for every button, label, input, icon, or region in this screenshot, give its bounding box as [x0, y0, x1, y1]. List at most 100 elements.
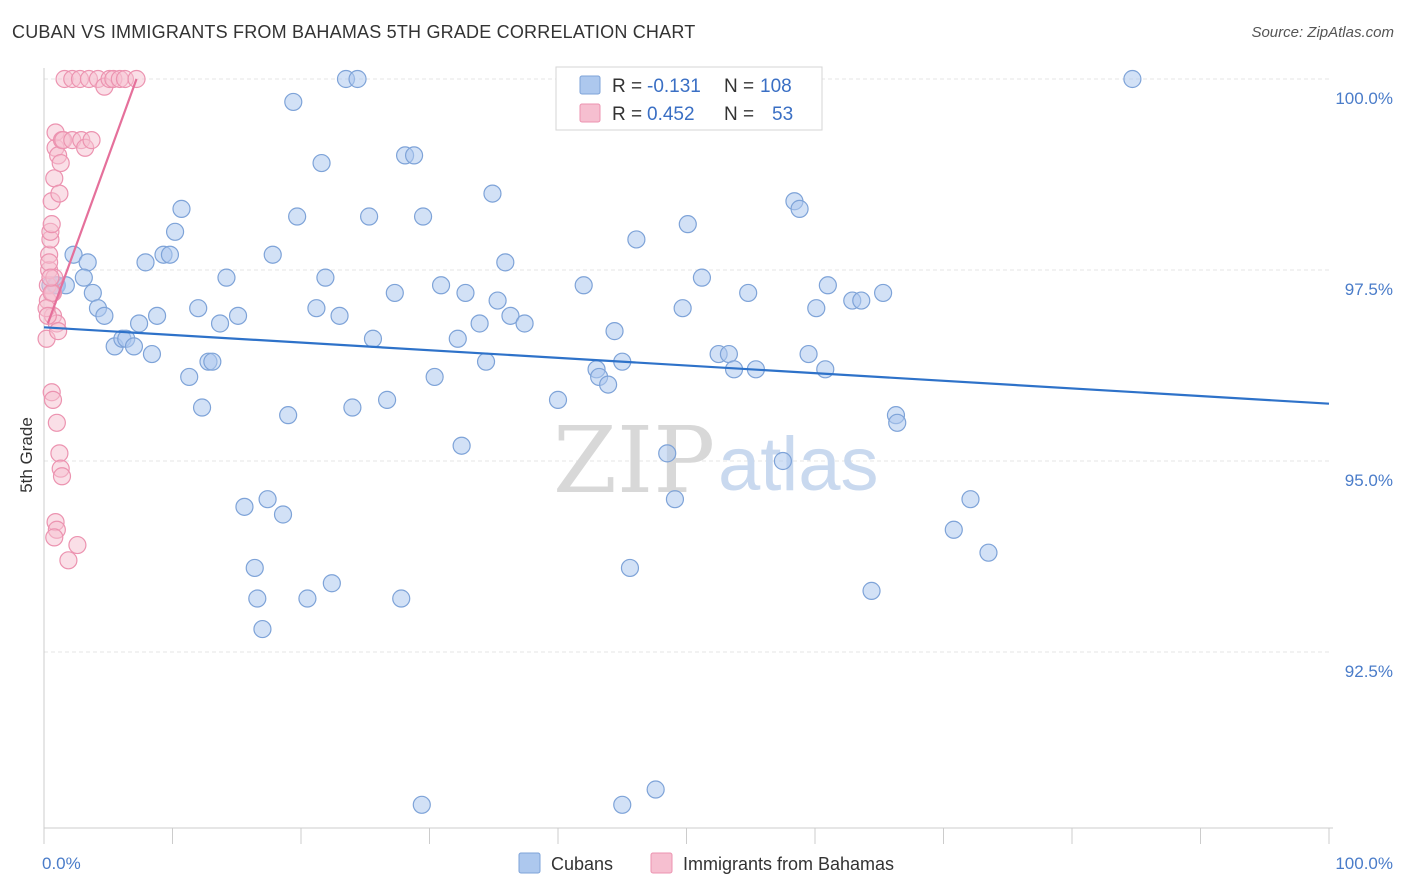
cuban-point [425, 367, 444, 387]
cuban-point [360, 207, 379, 226]
cuban-point [605, 322, 624, 341]
cuban-point [888, 413, 907, 432]
cuban-point [377, 390, 397, 409]
cuban-point [330, 306, 349, 325]
legend-swatch-bahamas [579, 103, 601, 123]
trend-lines [43, 78, 1330, 405]
legend: R = -0.131 N = 108 R = 0.452 N = 53 [555, 66, 823, 131]
cuban-point [192, 398, 212, 417]
cuban-point [790, 199, 809, 218]
y-tick-label-2: 97.5% [1345, 280, 1393, 299]
cuban-point [258, 490, 277, 509]
cuban-point [448, 329, 467, 348]
cuban-point [136, 253, 155, 272]
legend-n-label-2: N = [724, 104, 754, 125]
cuban-point [646, 780, 665, 799]
cuban-point [263, 245, 282, 264]
cuban-point [228, 306, 248, 325]
cuban-point [1123, 69, 1142, 89]
cuban-point [95, 306, 114, 325]
bottom-legend-swatch-bahamas [650, 852, 673, 874]
tick-labels: 92.5% 95.0% 97.5% 100.0% 0.0% 100.0% [42, 89, 1393, 873]
cuban-point [210, 314, 230, 333]
legend-r-label-1: R = [612, 76, 642, 97]
bahamas-point [52, 467, 72, 486]
bahamas-point [42, 215, 61, 234]
cubans-trend-line [43, 326, 1330, 405]
cuban-point [692, 268, 712, 287]
axes [43, 68, 1333, 844]
cuban-point [284, 92, 303, 112]
bahamas-point [45, 528, 64, 547]
cuban-point [620, 558, 640, 578]
cuban-point [129, 314, 149, 333]
cuban-point [452, 436, 471, 455]
bahamas-point [82, 131, 101, 150]
bahamas-point [49, 322, 68, 341]
cuban-point [298, 589, 317, 608]
cuban-point [124, 337, 144, 356]
bahamas-point [50, 184, 69, 203]
cuban-point [673, 299, 692, 318]
bahamas-point [41, 268, 60, 287]
cuban-point [961, 490, 980, 509]
cuban-point [235, 497, 254, 516]
watermark: ZIP atlas [553, 407, 879, 514]
watermark-zip: ZIP [553, 407, 715, 514]
cuban-point [142, 344, 162, 364]
cuban-point [852, 291, 871, 310]
cuban-point [316, 268, 335, 287]
cuban-point [279, 406, 298, 425]
cuban-point [979, 543, 998, 562]
cuban-point [392, 589, 411, 608]
y-tick-label-1: 95.0% [1345, 471, 1393, 490]
cuban-point [470, 314, 489, 333]
bahamas-point [40, 253, 59, 272]
cuban-point [385, 283, 404, 303]
bottom-legend-swatch-cubans [518, 852, 541, 874]
legend-n-value-2: 53 [772, 104, 793, 125]
cuban-point [678, 215, 697, 234]
cuban-point [348, 69, 367, 89]
watermark-atlas: atlas [718, 422, 879, 507]
cuban-point [165, 222, 185, 241]
y-tick-label-3: 100.0% [1335, 89, 1393, 108]
bahamas-point [51, 153, 70, 173]
cuban-point [613, 795, 632, 814]
cuban-point [501, 306, 520, 325]
cuban-point [412, 795, 431, 814]
cuban-point [203, 352, 222, 371]
bahamas-point [50, 444, 69, 463]
cuban-point [862, 581, 881, 600]
bottom-legend-cubans: Cubans [551, 854, 613, 874]
cuban-point [189, 299, 208, 318]
legend-r-label-2: R = [612, 104, 642, 125]
cuban-point [739, 283, 758, 303]
source-label: Source: ZipAtlas.com [1251, 24, 1394, 41]
x-tick-label-1: 100.0% [1335, 854, 1393, 873]
legend-r-value-1: -0.131 [647, 76, 701, 97]
cuban-point [627, 230, 646, 249]
cuban-point [665, 490, 685, 509]
cuban-point [818, 276, 837, 295]
bahamas-points [37, 69, 146, 570]
bottom-legend-bahamas: Immigrants from Bahamas [683, 854, 894, 874]
chart-title: CUBAN VS IMMIGRANTS FROM BAHAMAS 5TH GRA… [12, 22, 696, 42]
cuban-point [488, 291, 507, 310]
cuban-point [816, 360, 835, 379]
cuban-point [253, 619, 272, 639]
cuban-point [456, 283, 475, 303]
y-tick-label-0: 92.5% [1345, 662, 1393, 681]
cuban-point [476, 352, 496, 371]
cuban-point [483, 184, 502, 203]
bahamas-point [59, 551, 78, 570]
legend-n-value-1: 108 [760, 76, 792, 97]
bahamas-point [68, 535, 87, 555]
cuban-point [273, 505, 293, 524]
cuban-point [322, 574, 341, 593]
legend-r-value-2: 0.452 [647, 104, 695, 125]
cuban-point [343, 398, 362, 417]
cuban-point [574, 276, 593, 295]
cuban-point [307, 299, 326, 318]
